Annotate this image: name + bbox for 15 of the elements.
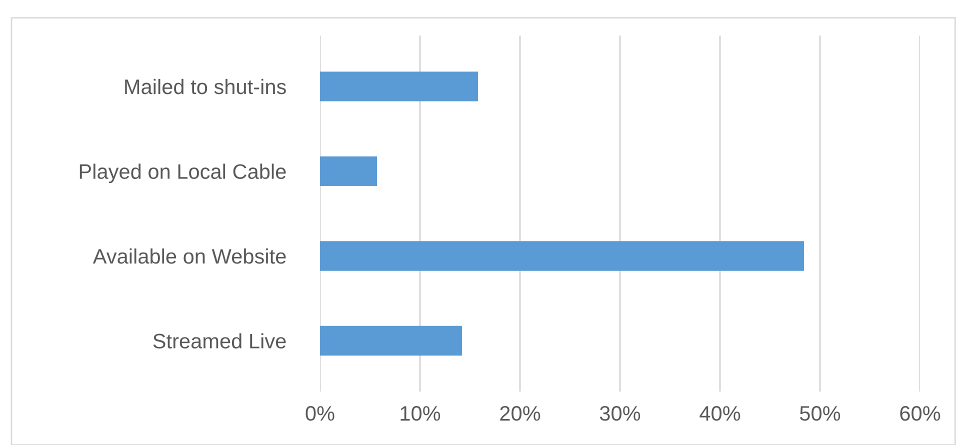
y-tick-label: Mailed to shut-ins (125, 78, 286, 94)
x-tick-label: 30% (600, 406, 640, 421)
bar (320, 241, 804, 271)
x-tick-label: 40% (700, 406, 740, 421)
bar (320, 326, 462, 356)
bar (320, 72, 478, 102)
x-tick-label: 60% (900, 406, 940, 421)
x-tick-label: 50% (800, 406, 840, 421)
x-tick-label: 10% (400, 406, 440, 421)
x-tick-label: 0% (306, 406, 334, 421)
x-tick-label: 20% (500, 406, 540, 421)
bar (320, 156, 377, 186)
y-tick-label: Streamed Live (153, 333, 286, 348)
y-tick-label: Played on Local Cable (80, 164, 286, 184)
y-tick-label: Available on Website (92, 248, 286, 264)
